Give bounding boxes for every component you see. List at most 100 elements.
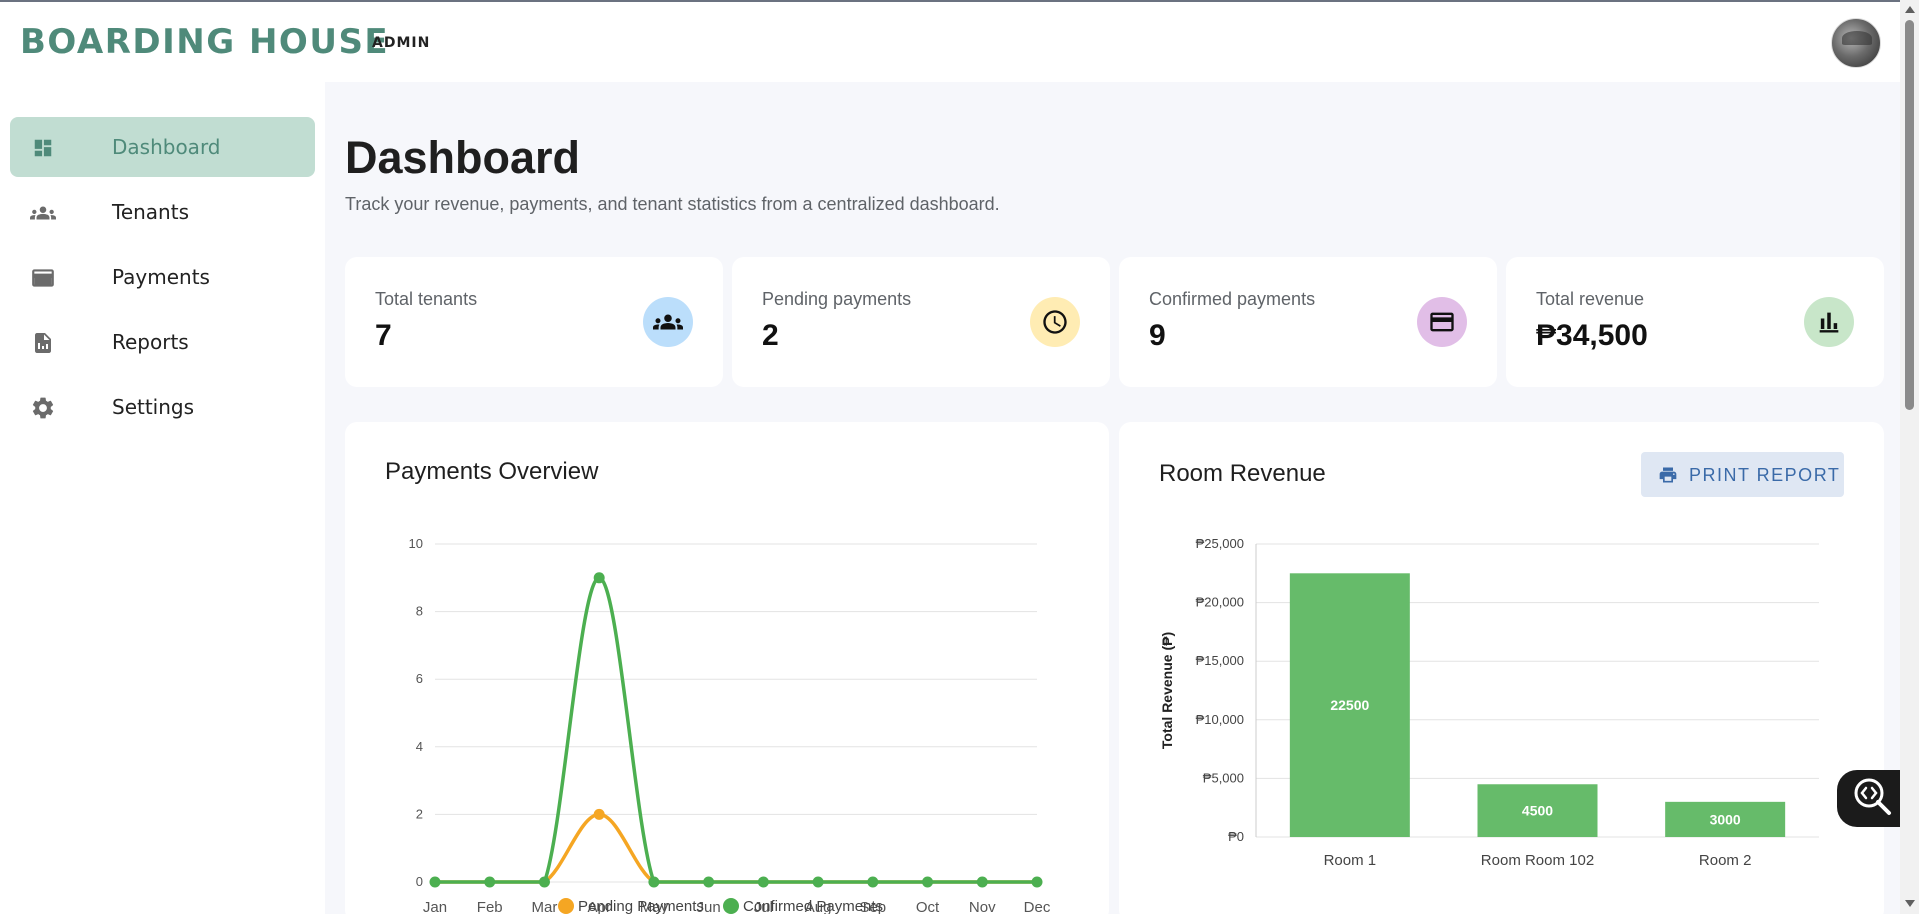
stat-value: ₱34,500 xyxy=(1536,319,1648,352)
y-tick-label: ₱20,000 xyxy=(1196,595,1244,610)
stat-label: Pending payments xyxy=(762,289,912,309)
legend-label: Confirmed Payments xyxy=(743,898,883,914)
legend-label: Pending Payments xyxy=(578,898,704,914)
inspect-zoom-button[interactable] xyxy=(1837,770,1907,827)
sidebar-item-reports[interactable]: Reports xyxy=(10,312,315,372)
x-tick-label: Jun xyxy=(697,899,721,914)
room-revenue-bar-chart: ₱0 ₱5,000 ₱10,000 ₱15,000 ₱20,000 ₱25,000 2250… xyxy=(1159,536,1819,869)
data-point xyxy=(867,876,879,888)
data-point xyxy=(976,876,988,888)
room-revenue-panel: Room Revenue PRINT REPORT ₱0 ₱5,000 ₱10,00… xyxy=(1119,422,1884,914)
main-content: Dashboard Track your revenue, payments, … xyxy=(325,82,1900,914)
bar-chart-icon xyxy=(1804,297,1854,347)
report-icon xyxy=(30,330,56,356)
data-point xyxy=(757,876,769,888)
sidebar-item-label: Settings xyxy=(112,395,195,419)
series-line xyxy=(434,576,1037,884)
stat-card-total-tenants: Total tenants 7 xyxy=(345,257,723,387)
print-report-label: PRINT REPORT xyxy=(1689,465,1841,485)
x-tick-label: Room Room 102 xyxy=(1481,852,1594,869)
stat-value: 9 xyxy=(1149,319,1166,352)
data-point xyxy=(593,572,605,584)
x-tick-label: Room 1 xyxy=(1324,852,1377,869)
data-point xyxy=(1031,876,1043,888)
gear-icon xyxy=(30,395,56,421)
y-tick-label: 0 xyxy=(416,874,423,889)
data-point xyxy=(648,876,660,888)
data-point xyxy=(703,876,715,888)
bar-data-label: 22500 xyxy=(1330,697,1369,713)
x-tick-label: Room 2 xyxy=(1699,852,1752,869)
bar xyxy=(1477,784,1598,837)
x-tick-label: Oct xyxy=(916,899,940,914)
y-axis-label: Total Revenue (₱) xyxy=(1159,632,1175,749)
x-tick-label: Jan xyxy=(423,899,447,914)
y-tick-label: 10 xyxy=(409,536,423,551)
sidebar-item-label: Reports xyxy=(112,330,189,354)
y-tick-label: 2 xyxy=(416,806,423,821)
x-tick-label: Sep xyxy=(859,899,886,914)
page-subtitle: Track your revenue, payments, and tenant… xyxy=(345,194,1000,214)
data-point xyxy=(538,876,550,888)
y-tick-label: 4 xyxy=(416,739,423,754)
y-tick-label: ₱5,000 xyxy=(1203,770,1244,785)
scrollbar[interactable] xyxy=(1900,0,1919,914)
bar-data-label: 3000 xyxy=(1710,811,1741,827)
y-tick-label: ₱10,000 xyxy=(1196,712,1244,727)
group-icon xyxy=(643,297,693,347)
payments-overview-panel: Payments Overview 0 2 4 6 8 10 Jan Feb Mar Apr May… xyxy=(345,422,1109,914)
printer-icon xyxy=(1657,465,1679,490)
y-tick-label: 8 xyxy=(416,604,423,619)
panel-title: Room Revenue xyxy=(1159,460,1326,487)
bar-data-label: 4500 xyxy=(1522,803,1553,819)
legend-marker xyxy=(723,898,739,914)
sidebar-item-settings[interactable]: Settings xyxy=(10,377,315,437)
scroll-up-arrow[interactable] xyxy=(1905,6,1915,13)
dashboard-icon xyxy=(30,135,56,161)
data-point xyxy=(922,876,934,888)
clock-icon xyxy=(1030,297,1080,347)
payments-line-chart: 0 2 4 6 8 10 Jan Feb Mar Apr May Jun Jul Aug Sep Oct Nov… xyxy=(409,536,1051,914)
sidebar-item-dashboard[interactable]: Dashboard xyxy=(10,117,315,177)
y-tick-label: ₱0 xyxy=(1228,829,1244,844)
y-tick-label: ₱25,000 xyxy=(1196,536,1244,551)
role-label: ADMIN xyxy=(372,35,431,51)
stat-card-confirmed-payments: Confirmed payments 9 xyxy=(1119,257,1497,387)
sidebar-item-tenants[interactable]: Tenants xyxy=(10,182,315,242)
sidebar: Dashboard Tenants Payments Reports Setti… xyxy=(0,82,325,914)
data-point xyxy=(429,876,441,888)
sidebar-item-label: Dashboard xyxy=(112,135,221,159)
stat-label: Total tenants xyxy=(375,289,478,309)
x-tick-label: Jul xyxy=(754,899,773,914)
stat-value: 2 xyxy=(762,319,779,352)
scroll-thumb[interactable] xyxy=(1905,20,1914,410)
avatar[interactable] xyxy=(1831,18,1881,68)
search-code-icon xyxy=(1851,775,1893,822)
sidebar-item-label: Payments xyxy=(112,265,210,289)
stat-value: 7 xyxy=(375,319,392,352)
panel-title: Payments Overview xyxy=(385,458,599,485)
stat-label: Total revenue xyxy=(1536,289,1645,309)
scroll-down-arrow[interactable] xyxy=(1905,900,1915,907)
page-title: Dashboard xyxy=(345,132,581,183)
x-tick-label: Nov xyxy=(969,899,996,914)
data-point xyxy=(593,808,605,820)
series-line xyxy=(434,812,1037,884)
window-top-border xyxy=(0,0,1919,2)
bar xyxy=(1289,573,1410,837)
stat-card-total-revenue: Total revenue ₱34,500 xyxy=(1506,257,1884,387)
app-header: BOARDING HOUSE ADMIN xyxy=(0,2,1900,82)
x-tick-label: May xyxy=(640,899,669,914)
credit-card-icon xyxy=(1417,297,1467,347)
data-point xyxy=(812,876,824,888)
sidebar-item-payments[interactable]: Payments xyxy=(10,247,315,307)
x-tick-label: Dec xyxy=(1024,899,1051,914)
group-icon xyxy=(30,200,56,226)
stat-card-pending-payments: Pending payments 2 xyxy=(732,257,1110,387)
print-report-button[interactable]: PRINT REPORT xyxy=(1641,452,1844,497)
credit-card-icon xyxy=(30,265,56,291)
x-tick-label: Aug xyxy=(805,899,832,914)
brand-logo[interactable]: BOARDING HOUSE xyxy=(20,22,390,62)
bar xyxy=(1665,801,1786,837)
y-tick-label: ₱15,000 xyxy=(1196,653,1244,668)
